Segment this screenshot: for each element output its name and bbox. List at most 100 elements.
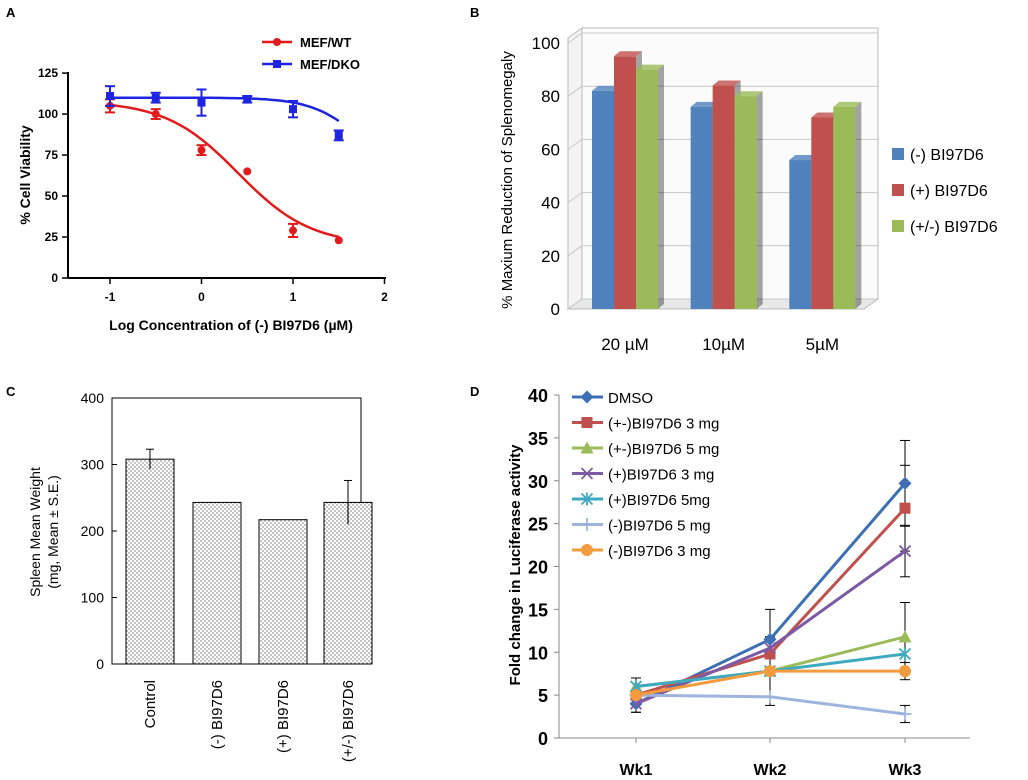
b-bar-top [690, 101, 719, 107]
b-bar-top [734, 91, 763, 97]
b-y-tick-label: 20 [541, 247, 560, 266]
b-bar-top [811, 112, 840, 118]
b-gridline [567, 298, 878, 310]
b-bar [734, 96, 757, 309]
a-y-tick-label: 25 [45, 230, 59, 244]
d-legend-label-3: (+)BI97D6 3 mg [608, 467, 714, 484]
c-y-tick-label: 300 [81, 457, 105, 473]
d-point-3 [629, 697, 643, 710]
b-bar-top [833, 101, 862, 107]
d-y-tick-label: 40 [528, 386, 548, 406]
a-point-1 [106, 92, 114, 101]
a-point-0 [334, 236, 343, 245]
a-y-tick-label: 0 [51, 271, 58, 285]
b-y-tick-label: 100 [532, 34, 560, 53]
panel-c-chart: Spleen Mean Weight (mg, Mean ± S.E.) 0 10… [27, 390, 373, 762]
a-legend-wt-marker [273, 38, 281, 46]
d-legend-marker-6 [581, 544, 593, 556]
b-bar-side [756, 91, 763, 309]
d-legend-label-0: DMSO [608, 390, 653, 407]
b-gridline [567, 138, 878, 150]
a-point-1 [243, 95, 252, 104]
d-y-tick-label: 10 [528, 643, 548, 663]
b-side-wall [567, 27, 583, 310]
d-legend-label-2: (+-)BI97D6 5 mg [608, 441, 719, 458]
c-bar [323, 501, 373, 665]
b-y-label: % Maxium Reduction of Splenomegaly [499, 51, 516, 309]
b-bar [592, 90, 614, 309]
c-y-tick-label: 0 [96, 656, 104, 672]
d-point-1 [899, 502, 911, 514]
d-y-tick-label: 5 [538, 686, 548, 706]
b-bar-top [592, 85, 620, 91]
panel-label-b: B [470, 5, 479, 20]
d-legend-marker-1 [581, 417, 593, 428]
d-point-3 [763, 641, 777, 655]
d-y-tick-label: 30 [528, 472, 548, 492]
a-point-0 [151, 110, 160, 119]
b-y-tick-label: 80 [541, 87, 560, 106]
c-x-tick-label: Control [142, 680, 159, 728]
d-legend-marker-2 [580, 441, 594, 454]
c-bar [258, 519, 308, 665]
a-point-0 [197, 146, 206, 155]
b-bar [614, 56, 636, 309]
panel-b-chart: % Maxium Reduction of Splenomegaly 0 20 40… [499, 27, 998, 354]
b-bar [789, 160, 812, 309]
b-bar-side [855, 101, 862, 309]
b-x-tick-label: 10µM [702, 335, 745, 354]
d-legend-label-1: (+-)BI97D6 3 mg [608, 416, 719, 433]
d-x-tick-label: Wk2 [754, 762, 787, 779]
d-point-6 [899, 665, 911, 678]
b-y-tick-label: 0 [551, 300, 560, 319]
c-y-label-line2: (mg, Mean ± S.E.) [45, 475, 61, 589]
d-point-1 [764, 648, 776, 660]
b-gridline [567, 192, 878, 204]
b-bar-top [614, 51, 642, 57]
a-x-tick-label: 2 [381, 290, 388, 304]
d-legend-marker-0 [580, 390, 594, 404]
d-legend-label-6: (-)BI97D6 3 mg [608, 543, 711, 560]
panel-label-a: A [6, 5, 16, 20]
d-legend-marker-3 [580, 467, 594, 480]
a-y-tick-label: 75 [45, 148, 59, 162]
c-y-label-line1: Spleen Mean Weight [27, 467, 43, 597]
d-point-0 [898, 476, 912, 490]
c-x-tick-label: (+) BI97D6 [275, 680, 292, 753]
b-bar [712, 85, 735, 309]
b-gridline [567, 85, 878, 97]
b-bar [690, 106, 713, 309]
b-bar [811, 117, 834, 309]
d-point-5 [898, 707, 912, 721]
c-bar [192, 501, 242, 665]
d-y-tick-label: 0 [538, 729, 548, 749]
c-y-tick-label: 100 [81, 590, 105, 606]
b-x-tick-label: 5µM [806, 335, 839, 354]
d-point-6 [630, 689, 642, 702]
c-bar [125, 458, 175, 665]
b-bar-top [712, 80, 741, 86]
a-point-1 [289, 105, 297, 114]
d-point-4 [898, 647, 912, 661]
d-point-6 [764, 665, 776, 678]
b-bar-top [636, 64, 664, 70]
a-fit-curve-0 [109, 103, 340, 239]
d-x-tick-label: Wk3 [889, 762, 922, 779]
a-point-0 [289, 226, 297, 235]
c-y-tick-label: 400 [81, 390, 105, 406]
panel-label-d: D [470, 384, 479, 399]
panel-d-chart: Fold change in Luciferase activity 0 5 10 1… [507, 386, 970, 779]
a-x-tick-label: -1 [105, 290, 116, 304]
b-gridline [567, 245, 878, 257]
b-legend-marker-2 [892, 220, 904, 232]
a-x-tick-label: 1 [290, 290, 297, 304]
d-legend-marker-4 [580, 492, 594, 506]
a-point-1 [334, 131, 343, 140]
d-point-3 [898, 544, 912, 558]
d-y-tick-label: 35 [528, 429, 548, 449]
a-legend: MEF/WT MEF/DKO [262, 35, 360, 72]
b-legend-marker-0 [892, 148, 904, 160]
b-legend-label-1: (+) BI97D6 [910, 183, 988, 200]
c-y-tick-label: 200 [81, 523, 105, 539]
